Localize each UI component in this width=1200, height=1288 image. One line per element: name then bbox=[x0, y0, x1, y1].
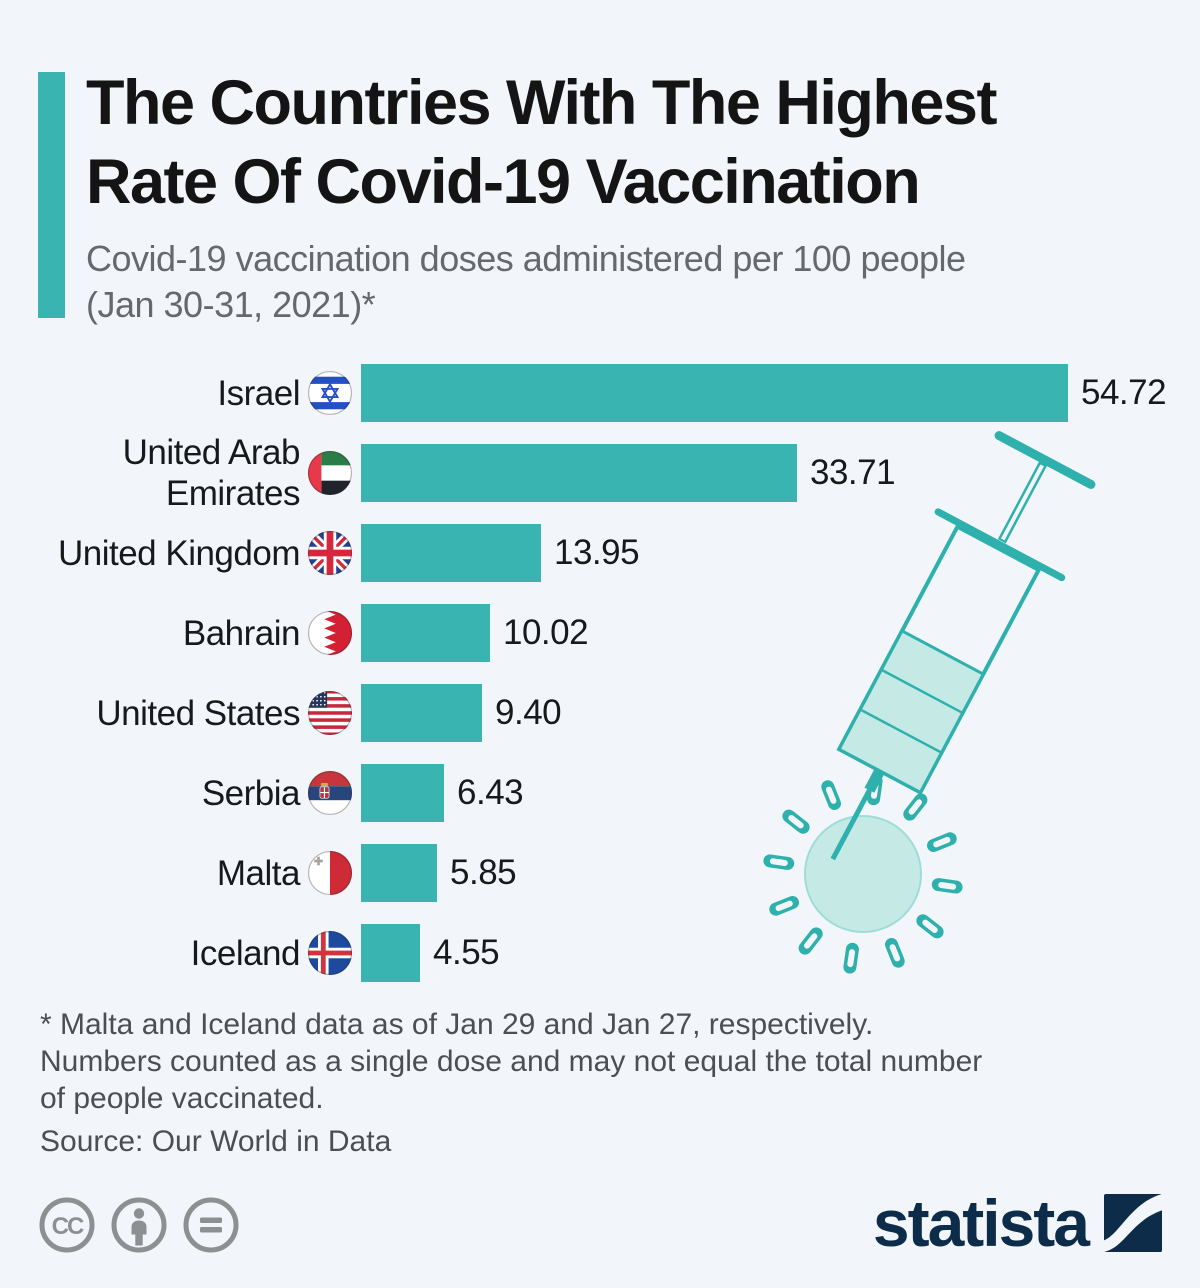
page-title: The Countries With The Highest Rate Of C… bbox=[86, 64, 1176, 222]
country-flag-icon bbox=[307, 450, 353, 496]
value-bar bbox=[361, 604, 490, 662]
value-label: 33.71 bbox=[810, 453, 896, 492]
statista-logo-mark bbox=[1104, 1194, 1162, 1252]
value-label: 9.40 bbox=[495, 693, 562, 732]
page-subtitle: Covid-19 vaccination doses administered … bbox=[86, 236, 1166, 328]
value-label: 6.43 bbox=[457, 773, 524, 812]
country-label: Bahrain bbox=[182, 613, 301, 653]
value-label: 4.55 bbox=[433, 933, 500, 972]
value-label: 5.85 bbox=[450, 853, 517, 892]
creative-commons-icon: CC bbox=[38, 1196, 96, 1254]
title-line-2: Rate Of Covid-19 Vaccination bbox=[86, 147, 921, 217]
country-flag-icon bbox=[307, 770, 353, 816]
country-flag-icon bbox=[307, 690, 353, 736]
country-label: Serbia bbox=[201, 773, 301, 813]
value-bar bbox=[361, 444, 797, 502]
country-flag-icon bbox=[307, 930, 353, 976]
value-label: 10.02 bbox=[503, 613, 589, 652]
footnote-line-1: * Malta and Iceland data as of Jan 29 an… bbox=[40, 1008, 874, 1041]
country-flag-icon bbox=[307, 850, 353, 896]
subtitle-line-1: Covid-19 vaccination doses administered … bbox=[86, 238, 966, 279]
chart-row: Malta 5.85 bbox=[0, 833, 1200, 913]
svg-text:CC: CC bbox=[52, 1213, 84, 1240]
attribution-icon bbox=[110, 1196, 168, 1254]
bar-chart: Israel 54.72 United Arab Emirates 33.71 … bbox=[0, 353, 1200, 993]
chart-row: Bahrain 10.02 bbox=[0, 593, 1200, 673]
source-label: Source: Our World in Data bbox=[40, 1125, 392, 1158]
chart-row: Israel 54.72 bbox=[0, 353, 1200, 433]
title-accent-bar bbox=[38, 72, 65, 318]
value-label: 54.72 bbox=[1081, 373, 1167, 412]
value-bar bbox=[361, 764, 444, 822]
footnote-line-2: Numbers counted as a single dose and may… bbox=[40, 1045, 983, 1078]
no-derivatives-icon bbox=[182, 1196, 240, 1254]
country-label: Iceland bbox=[190, 933, 301, 973]
syringe-virus-illustration bbox=[745, 430, 1175, 975]
chart-row: Serbia 6.43 bbox=[0, 753, 1200, 833]
footnote: * Malta and Iceland data as of Jan 29 an… bbox=[40, 1006, 1140, 1117]
chart-row: United States 9.40 bbox=[0, 673, 1200, 753]
country-label: United Arab Emirates bbox=[122, 433, 301, 513]
statista-wordmark: statista bbox=[872, 1186, 1090, 1260]
footnote-line-3: of people vaccinated. bbox=[40, 1082, 324, 1115]
statista-branding: statista bbox=[872, 1186, 1162, 1260]
license-icons: CC bbox=[38, 1196, 240, 1254]
chart-row: Iceland 4.55 bbox=[0, 913, 1200, 993]
country-label: United States bbox=[96, 693, 300, 733]
value-bar bbox=[361, 524, 541, 582]
country-label: Israel bbox=[217, 373, 300, 413]
title-line-1: The Countries With The Highest bbox=[86, 68, 997, 138]
chart-row: United Arab Emirates 33.71 bbox=[0, 433, 1200, 513]
country-flag-icon bbox=[307, 370, 353, 416]
value-label: 13.95 bbox=[554, 533, 640, 572]
country-label: United Kingdom bbox=[57, 533, 301, 573]
country-flag-icon bbox=[307, 530, 353, 576]
value-bar bbox=[361, 684, 482, 742]
chart-row: United Kingdom 13.95 bbox=[0, 513, 1200, 593]
country-flag-icon bbox=[307, 610, 353, 656]
value-bar bbox=[361, 924, 420, 982]
subtitle-line-2: (Jan 30-31, 2021)* bbox=[86, 284, 376, 325]
value-bar bbox=[361, 844, 437, 902]
country-label: Malta bbox=[216, 853, 301, 893]
value-bar bbox=[361, 364, 1068, 422]
